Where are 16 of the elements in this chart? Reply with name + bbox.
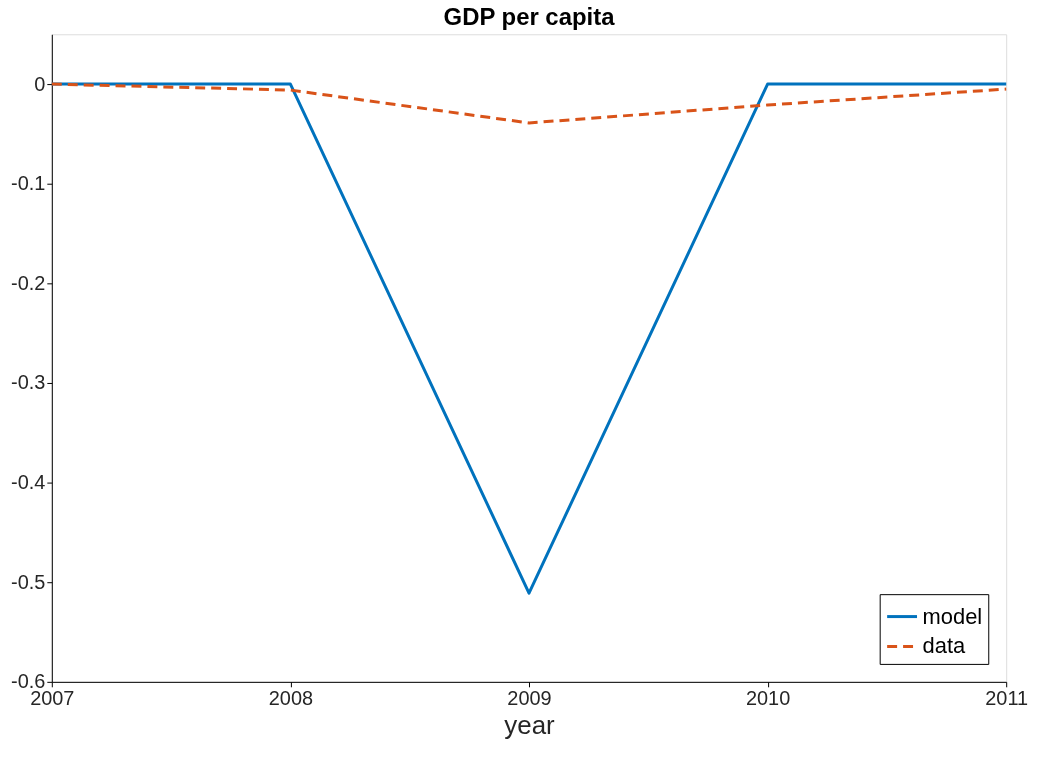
y-tick-label: -0.2 (11, 271, 46, 294)
x-tick-label: 2009 (507, 687, 552, 710)
line-series (50, 82, 1008, 125)
legend-label: data (922, 633, 966, 659)
x-axis-title: year (504, 711, 556, 740)
legend-label: model (922, 603, 983, 629)
x-tick-label: 2008 (268, 687, 314, 710)
y-tick-label: -0.4 (11, 471, 46, 494)
y-tick-label: -0.3 (11, 371, 46, 394)
y-tick-label: -0.5 (11, 570, 46, 593)
x-tick-label: 2011 (985, 687, 1029, 710)
y-tick-label: 0 (34, 72, 46, 95)
x-tick-label: 2010 (745, 687, 791, 710)
y-tick-label: -0.1 (11, 172, 46, 195)
chart-title: GDP per capita (443, 3, 616, 31)
x-tick-label: 2007 (30, 687, 75, 710)
